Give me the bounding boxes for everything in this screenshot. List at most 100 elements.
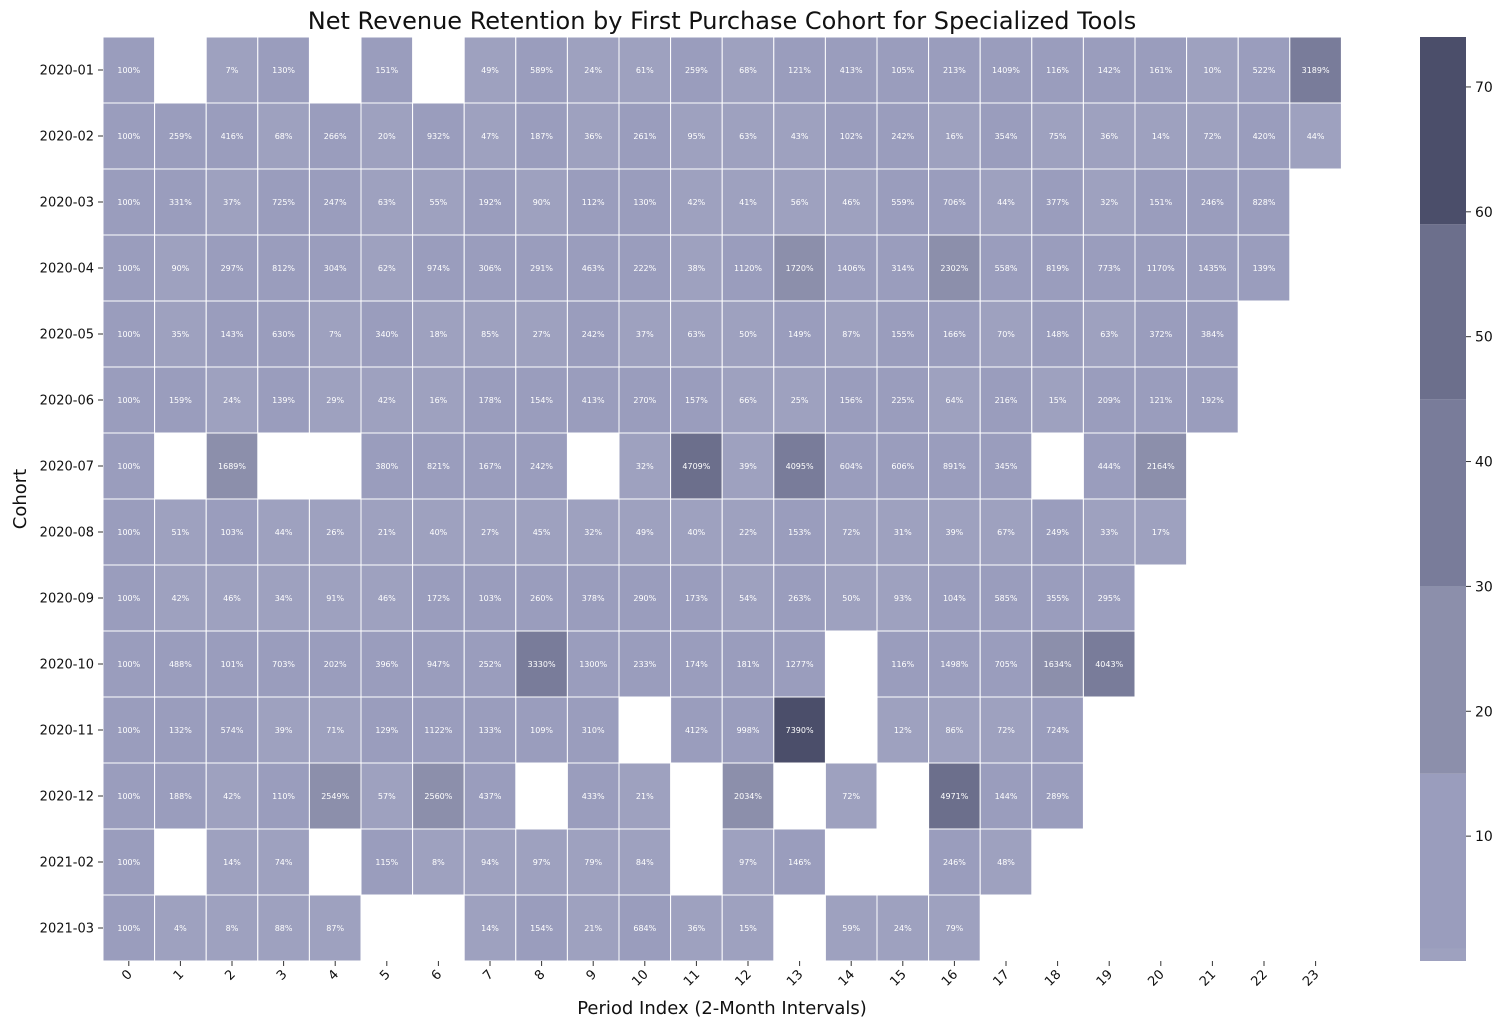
cell-value-label: 413% <box>582 396 605 405</box>
x-tick-label: 17 <box>991 967 1013 989</box>
y-tick-label: 2020-06 <box>40 394 94 409</box>
cell-value-label: 149% <box>788 330 811 339</box>
heatmap-cell <box>257 762 310 830</box>
heatmap-cell <box>463 828 517 896</box>
heatmap-cell <box>1186 102 1239 170</box>
cell-value-label: 42% <box>223 792 241 801</box>
cell-value-label: 154% <box>530 396 553 405</box>
heatmap-cell <box>360 168 414 236</box>
cell-value-label: 32% <box>584 528 602 537</box>
cell-value-label: 209% <box>1098 396 1121 405</box>
heatmap-cell <box>1082 234 1136 302</box>
heatmap-cell <box>515 300 568 368</box>
cell-value-label: 95% <box>688 132 706 141</box>
cell-value-label: 263% <box>788 594 811 603</box>
cell-value-label: 56% <box>791 198 809 207</box>
cell-value-label: 100% <box>117 462 140 471</box>
cell-value-label: 63% <box>739 132 757 141</box>
heatmap-cell <box>205 696 259 764</box>
cell-value-label: 172% <box>427 594 450 603</box>
cell-value-label: 50% <box>739 330 757 339</box>
cell-value-label: 100% <box>117 858 140 867</box>
x-tick-label: 18 <box>1042 967 1064 989</box>
x-tick-label: 2 <box>222 967 238 983</box>
x-tick-label: 6 <box>429 967 445 983</box>
heatmap-cell <box>412 564 465 632</box>
cell-value-label: 7% <box>226 66 239 75</box>
cell-value-label: 57% <box>378 792 396 801</box>
cell-value-label: 103% <box>479 594 502 603</box>
cell-value-label: 2034% <box>734 792 762 801</box>
cell-value-label: 684% <box>633 924 656 933</box>
cell-value-label: 420% <box>1253 132 1276 141</box>
y-tick-label: 2020-12 <box>40 790 94 805</box>
x-tick-label: 0 <box>119 967 135 983</box>
heatmap-cell <box>463 102 517 170</box>
colorbar: 10 20 30 40 50 60 70 <box>1420 37 1493 961</box>
cell-value-label: 67% <box>997 528 1015 537</box>
cell-value-label: 166% <box>943 330 966 339</box>
heatmap-cell <box>876 564 930 632</box>
cell-value-label: 64% <box>946 396 964 405</box>
heatmap-cell <box>721 762 775 830</box>
cell-value-label: 42% <box>172 594 190 603</box>
heatmap-cell <box>412 432 465 500</box>
heatmap-cell <box>928 630 981 698</box>
cell-value-label: 821% <box>427 462 450 471</box>
heatmap-cell <box>308 366 362 434</box>
cell-value-label: 24% <box>584 66 602 75</box>
cell-value-label: 4971% <box>940 792 968 801</box>
heatmap-cell <box>360 300 414 368</box>
heatmap-cell <box>102 696 156 764</box>
cell-value-label: 1406% <box>837 264 865 273</box>
heatmap-cell <box>360 36 414 104</box>
cell-value-label: 1689% <box>218 462 246 471</box>
cell-value-label: 246% <box>1201 198 1224 207</box>
heatmap-cell <box>257 102 310 170</box>
cell-value-label: 37% <box>636 330 654 339</box>
heatmap-cell <box>928 498 981 566</box>
cell-value-label: 100% <box>117 924 140 933</box>
x-tick-label: 13 <box>784 967 806 989</box>
cell-value-label: 3189% <box>1302 66 1330 75</box>
cell-value-label: 187% <box>530 132 553 141</box>
cell-value-label: 36% <box>688 924 706 933</box>
x-tick-label: 9 <box>584 967 600 983</box>
colorbar-tick-label: 20 <box>1475 704 1493 720</box>
heatmap-cell <box>154 762 207 830</box>
cell-value-label: 59% <box>842 924 860 933</box>
cell-value-label: 161% <box>1149 66 1172 75</box>
cell-value-label: 143% <box>221 330 244 339</box>
x-tick-label: 12 <box>733 967 755 989</box>
cell-value-label: 38% <box>688 264 706 273</box>
heatmap-cell <box>618 894 672 962</box>
cell-value-label: 384% <box>1201 330 1224 339</box>
cell-value-label: 289% <box>1046 792 1069 801</box>
cell-value-label: 22% <box>739 528 757 537</box>
cell-value-label: 154% <box>530 924 553 933</box>
cell-value-label: 93% <box>894 594 912 603</box>
heatmap-cell <box>257 36 310 104</box>
heatmap-cell <box>463 234 517 302</box>
cell-value-label: 34% <box>275 594 293 603</box>
heatmap-cell <box>515 36 568 104</box>
heatmap-cell <box>515 696 568 764</box>
heatmap-cell <box>566 762 620 830</box>
heatmap-cell <box>1134 102 1188 170</box>
x-tick-label: 1 <box>171 967 187 983</box>
y-tick-label: 2020-11 <box>40 724 94 739</box>
heatmap-cell <box>824 762 878 830</box>
cell-value-label: 72% <box>842 528 860 537</box>
heatmap-cell <box>102 36 156 104</box>
heatmap-cell <box>876 366 930 434</box>
cell-value-label: 129% <box>375 726 398 735</box>
cell-value-label: 31% <box>894 528 912 537</box>
cell-value-label: 121% <box>788 66 811 75</box>
heatmap-cell <box>1186 300 1239 368</box>
cell-value-label: 24% <box>894 924 912 933</box>
y-tick-label: 2021-03 <box>40 922 94 937</box>
cell-value-label: 51% <box>172 528 190 537</box>
cell-value-label: 72% <box>997 726 1015 735</box>
heatmap-cell <box>928 36 981 104</box>
